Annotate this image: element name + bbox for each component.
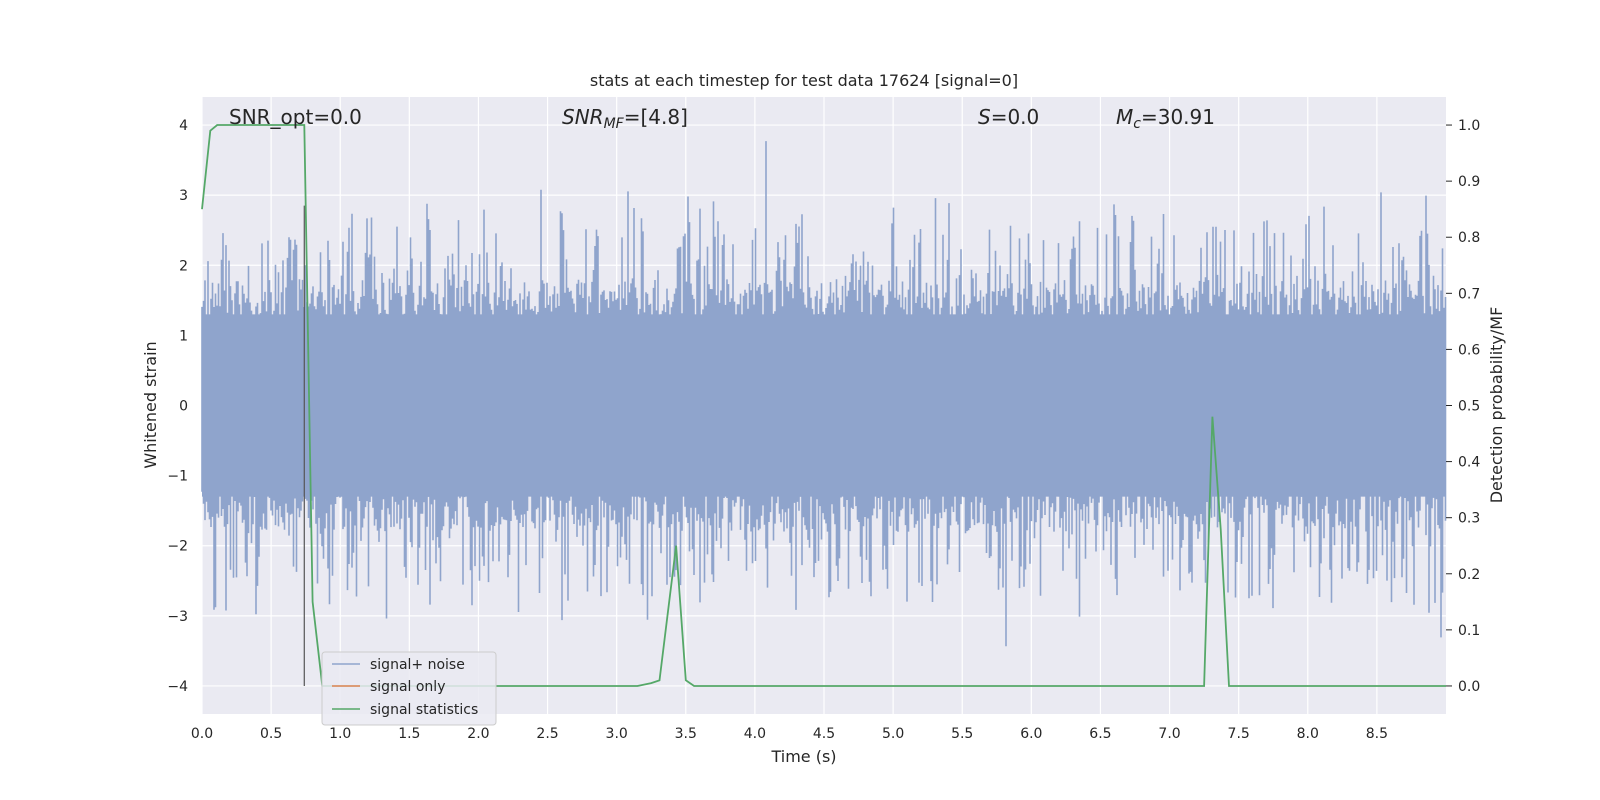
y-left-tick-label: 3 [179,188,188,204]
x-tick-label: 1.5 [398,726,420,742]
annotation-mc-sub: c [1133,116,1141,132]
y-right-axis-label: Detection probability/MF [1487,307,1506,504]
x-tick-label: 0.5 [260,726,282,742]
annotation-snr-opt: SNR_opt=0.0 [229,105,362,129]
x-tick-label: 6.5 [1089,726,1111,742]
x-tick-label: 5.5 [951,726,973,742]
y-left-ticks: −4 −3 −2 −1 0 1 2 3 4 [167,118,188,695]
annotation-snr-mf-sub: MF [604,116,625,132]
y-right-tick-label: 0.8 [1458,230,1480,246]
y-left-tick-label: −4 [167,679,188,695]
annotation-mc-value: =30.91 [1141,105,1215,129]
x-tick-label: 2.0 [467,726,489,742]
x-tick-label: 3.5 [675,726,697,742]
y-right-tick-label: 0.1 [1458,623,1480,639]
y-right-tick-label: 0.7 [1458,286,1480,302]
y-right-tick-label: 0.2 [1458,567,1480,583]
y-right-tick-label: 0.3 [1458,511,1480,527]
y-right-tick-label: 0.9 [1458,174,1480,190]
x-tick-label: 8.0 [1297,726,1319,742]
legend-label-signal-only: signal only [370,679,445,695]
annotation-snr-mf: SNRMF=[4.8] [562,105,688,132]
x-tick-label: 8.5 [1366,726,1388,742]
x-axis-label: Time (s) [770,747,836,766]
annotation-mc-main: M [1116,105,1133,129]
x-tick-label: 7.5 [1228,726,1250,742]
x-tick-label: 7.0 [1158,726,1180,742]
annotation-s-main: S [978,105,991,129]
x-tick-label: 5.0 [882,726,904,742]
x-tick-label: 6.0 [1020,726,1042,742]
y-left-tick-label: 4 [179,118,188,134]
annotation-snr-mf-value: =[4.8] [624,105,688,129]
x-tick-label: 2.5 [536,726,558,742]
y-right-tick-label: 0.6 [1458,342,1480,358]
y-right-tick-label: 0.4 [1458,455,1480,471]
y-right-tick-label: 1.0 [1458,118,1480,134]
noise-series-path [201,141,1447,647]
statistics-series-line [201,124,1446,687]
y-left-axis-label: Whitened strain [141,341,160,468]
legend-label-noise: signal+ noise [370,657,465,673]
x-tick-label: 4.5 [813,726,835,742]
chart-title: stats at each timestep for test data 176… [590,71,1018,90]
y-left-tick-label: −2 [167,539,188,555]
y-right-tick-label: 0.0 [1458,679,1480,695]
y-left-tick-label: −3 [167,609,188,625]
x-tick-label: 3.0 [606,726,628,742]
x-tick-label: 0.0 [191,726,213,742]
legend-box [321,651,497,726]
x-ticks: 0.0 0.5 1.0 1.5 2.0 2.5 3.0 3.5 4.0 4.5 5.0 5.5 6.0 6… [191,726,1388,742]
y-left-tick-label: 2 [179,258,188,274]
y-left-tick-label: 0 [179,399,188,415]
legend-label-statistics: signal statistics [370,702,478,718]
annotation-s-value: =0.0 [991,105,1040,129]
annotation-snr-mf-main: SNR [562,105,604,129]
y-left-tick-label: −1 [167,469,188,485]
legend: signal+ noise signal only signal statist… [321,651,497,726]
noise-series [201,141,1447,647]
x-tick-label: 4.0 [744,726,766,742]
y-left-tick-label: 1 [179,328,188,344]
annotation-mc: Mc=30.91 [1116,105,1215,132]
y-right-ticks: 0.0 0.1 0.2 0.3 0.4 0.5 0.6 0.7 0.8 0.9 1.0 [1446,118,1480,695]
annotation-s: S=0.0 [978,105,1039,129]
x-tick-label: 1.0 [329,726,351,742]
y-right-tick-label: 0.5 [1458,399,1480,415]
